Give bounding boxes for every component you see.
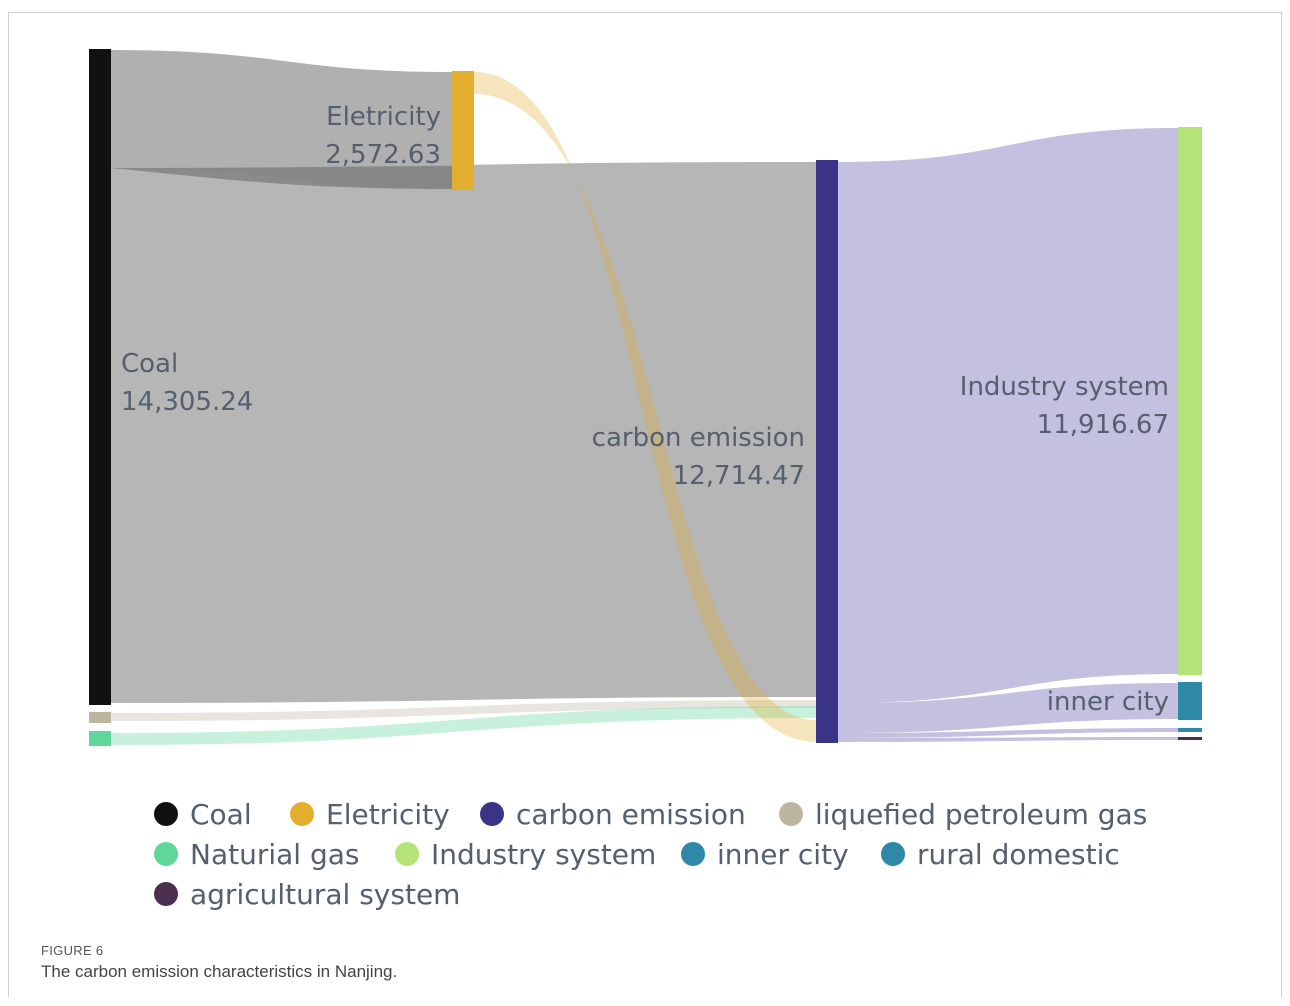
legend-item-coal: Coal [154,798,252,831]
node-industry-system [1178,127,1202,675]
legend-marker-carbon-emission [480,802,504,826]
figure-frame [8,12,1282,997]
legend-marker-rural-domestic [881,842,905,866]
node-carbon-emission [816,160,838,743]
figure-number: FIGURE 6 [41,943,104,958]
link-carbon-to-agricultural [838,737,1178,742]
legend-item-agricultural-system: agricultural system [154,878,460,911]
sankey-chart: Coal 14,305.24 Eletricity 2,572.63 carbo… [89,49,1202,911]
legend-item-inner-city: inner city [681,838,849,871]
node-agricultural-system [1178,737,1202,740]
label-coal-value: 14,305.24 [121,387,253,417]
label-eletricity-name: Eletricity [326,102,441,132]
sankey-links [110,50,1178,745]
label-industry-system-value: 11,916.67 [1037,410,1169,440]
node-inner-city [1178,682,1202,720]
legend-label-rural-domestic: rural domestic [917,838,1120,871]
label-carbon-emission-value: 12,714.47 [673,461,805,491]
legend-marker-agricultural-system [154,882,178,906]
legend-label-lpg: liquefied petroleum gas [815,798,1147,831]
legend-marker-coal [154,802,178,826]
node-rural-domestic [1178,728,1202,732]
legend-marker-inner-city [681,842,705,866]
legend-item-eletricity: Eletricity [290,798,450,831]
legend-marker-eletricity [290,802,314,826]
legend-item-rural-domestic: rural domestic [881,838,1120,871]
link-carbon-to-industry [838,128,1178,703]
legend-label-inner-city: inner city [717,838,849,871]
legend-label-coal: Coal [190,798,252,831]
sankey-nodes [89,49,1202,746]
legend-item-lpg: liquefied petroleum gas [779,798,1147,831]
link-eletricity-shadow [110,166,452,189]
legend-marker-industry-system [395,842,419,866]
legend-label-agricultural-system: agricultural system [190,878,460,911]
figure-caption-text: The carbon emission characteristics in N… [41,962,398,981]
link-coal-to-eletricity [110,50,452,189]
link-gas-to-carbon [110,706,817,745]
label-industry-system-name: Industry system [960,372,1169,402]
figure-caption: FIGURE 6 The carbon emission characteris… [41,943,397,982]
node-naturial-gas [89,731,111,746]
node-labels: Coal 14,305.24 Eletricity 2,572.63 carbo… [121,102,1169,717]
legend-label-industry-system: Industry system [431,838,656,871]
chart-legend: Coal Eletricity carbon emission liquefie… [154,798,1147,911]
legend-item-carbon-emission: carbon emission [480,798,746,831]
label-carbon-emission-name: carbon emission [592,423,805,453]
link-coal-to-carbon [110,162,817,703]
legend-marker-naturial-gas [154,842,178,866]
legend-label-carbon-emission: carbon emission [516,798,746,831]
node-eletricity [452,71,474,190]
legend-label-eletricity: Eletricity [326,798,450,831]
label-eletricity-value: 2,572.63 [325,140,441,170]
legend-item-industry-system: Industry system [395,838,656,871]
link-carbon-to-rural-domestic [838,728,1178,738]
link-eletricity-to-carbon [474,72,817,742]
legend-marker-lpg [779,802,803,826]
legend-item-naturial-gas: Naturial gas [154,838,359,871]
legend-label-naturial-gas: Naturial gas [190,838,359,871]
node-coal [89,49,111,705]
link-lpg-to-carbon [110,700,817,721]
link-carbon-to-inner-city [838,683,1178,733]
node-lpg [89,712,111,723]
label-coal-name: Coal [121,349,178,379]
label-inner-city-name: inner city [1047,687,1169,717]
